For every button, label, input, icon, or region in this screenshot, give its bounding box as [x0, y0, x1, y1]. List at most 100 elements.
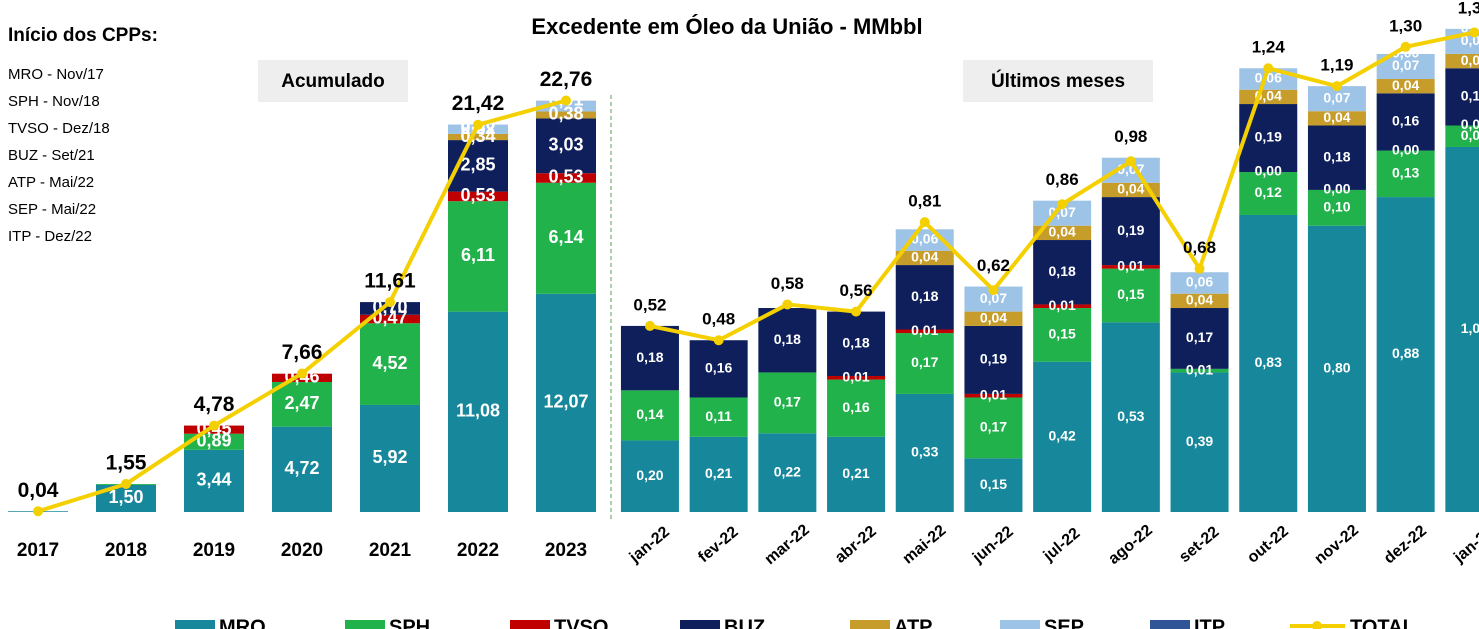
bar-segment — [536, 182, 596, 294]
total-marker — [297, 368, 307, 379]
value-label: 0,33 — [911, 444, 938, 460]
panel-title-box — [258, 60, 408, 102]
bar-segment — [1033, 361, 1092, 512]
value-label: 6,11 — [461, 245, 495, 265]
bar-segment — [1101, 265, 1160, 269]
legend-label: SEP — [1044, 616, 1084, 629]
bar-segment — [895, 393, 954, 512]
bar-segment — [1033, 304, 1092, 309]
bar-segment — [1033, 225, 1092, 241]
value-label: 4,52 — [372, 353, 407, 373]
value-label: 0,15 — [980, 476, 1007, 492]
total-marker — [1263, 63, 1274, 74]
total-marker — [209, 420, 219, 431]
value-label: 0,00 — [1461, 116, 1479, 132]
bar-segment — [1170, 308, 1229, 369]
bar-segment — [536, 118, 596, 174]
bar-segment — [272, 382, 332, 427]
bar-segment — [1445, 125, 1479, 147]
value-label: 0,38 — [548, 104, 583, 124]
bar-segment — [1170, 368, 1229, 373]
bar-segment — [895, 265, 954, 330]
x-tick-label: jan-22 — [626, 523, 673, 566]
value-label: 0,18 — [1323, 148, 1350, 164]
value-label: 0,13 — [1392, 165, 1419, 181]
value-label: 1,50 — [108, 487, 143, 507]
x-tick-label: out-22 — [1244, 523, 1292, 567]
legend-swatch — [345, 620, 385, 629]
value-label: 3,03 — [548, 135, 583, 155]
value-label: 0,11 — [705, 408, 732, 424]
value-label: 0,53 — [548, 167, 583, 187]
bar-segment — [620, 390, 679, 441]
legend-swatch — [1150, 620, 1190, 629]
value-label: 0,04 — [980, 309, 1007, 325]
total-marker — [713, 335, 724, 346]
total-marker — [1125, 156, 1136, 167]
x-tick-label: jun-22 — [969, 523, 1017, 567]
value-label: 0,17 — [911, 354, 938, 370]
notes-title: Início dos CPPs: — [8, 25, 158, 46]
total-marker — [385, 297, 395, 308]
bar-segment — [448, 191, 508, 202]
value-label: 0,06 — [1461, 127, 1479, 143]
total-label: 1,24 — [1252, 38, 1286, 57]
legend-label: MRO — [219, 616, 266, 629]
value-label: 0,42 — [1049, 428, 1076, 444]
value-label: 0,20 — [636, 467, 663, 483]
x-tick-label: 2018 — [105, 540, 147, 561]
bar-segment — [1239, 104, 1298, 173]
x-tick-label: ago-22 — [1105, 522, 1156, 568]
value-label: 0,53 — [460, 185, 495, 205]
value-label: 0,17 — [980, 419, 1007, 435]
bar-segment — [964, 325, 1023, 394]
bar-segment — [1101, 322, 1160, 512]
total-label: 22,76 — [540, 68, 593, 91]
total-label: 0,86 — [1046, 170, 1079, 189]
bar-segment — [1170, 372, 1229, 512]
value-label: 0,06 — [1186, 274, 1213, 290]
note-item: SPH - Nov/18 — [8, 93, 100, 110]
value-label: 0,01 — [1049, 297, 1076, 313]
bar-segment — [1307, 189, 1366, 226]
total-marker — [1469, 27, 1479, 38]
total-marker — [1331, 81, 1342, 92]
total-label: 0,81 — [908, 192, 941, 211]
value-label: 0,12 — [1255, 184, 1282, 200]
note-item: ITP - Dez/22 — [8, 228, 92, 245]
value-label: 0,10 — [1323, 199, 1350, 215]
bar-segment — [758, 433, 817, 512]
panel-title: Últimos meses — [991, 70, 1125, 92]
legend-label: TVSO — [554, 616, 608, 629]
bar-segment — [1376, 93, 1435, 151]
legend-swatch — [680, 620, 720, 629]
legend-swatch — [175, 620, 215, 629]
total-label: 0,58 — [771, 274, 804, 293]
value-label: 5,92 — [372, 447, 407, 467]
total-marker — [851, 306, 862, 317]
bar-segment — [964, 458, 1023, 512]
value-label: 0,53 — [1117, 408, 1144, 424]
x-tick-label: set-22 — [1176, 523, 1222, 566]
total-label: 1,19 — [1320, 56, 1353, 75]
bar-segment — [1307, 225, 1366, 512]
bar-segment — [536, 173, 596, 183]
bar-segment — [1033, 240, 1092, 305]
value-label: 0,19 — [1117, 222, 1144, 238]
value-label: 0,39 — [1186, 433, 1213, 449]
x-tick-label: 2021 — [369, 540, 412, 561]
bar-segment — [1376, 150, 1435, 198]
note-item: ATP - Mai/22 — [8, 174, 94, 191]
value-label: 0,15 — [1049, 326, 1076, 342]
bar-segment — [895, 333, 954, 394]
total-label: 11,61 — [364, 270, 416, 293]
value-label: 0,16 — [842, 399, 869, 415]
value-label: 0,18 — [774, 331, 801, 347]
bar-segment — [964, 397, 1023, 459]
value-label: 0,04 — [1117, 181, 1144, 197]
legend-label: SPH — [389, 616, 430, 629]
value-label: 0,18 — [911, 288, 938, 304]
value-label: 0,01 — [911, 322, 938, 338]
bar-segment — [689, 436, 748, 512]
value-label: 12,07 — [543, 392, 588, 412]
